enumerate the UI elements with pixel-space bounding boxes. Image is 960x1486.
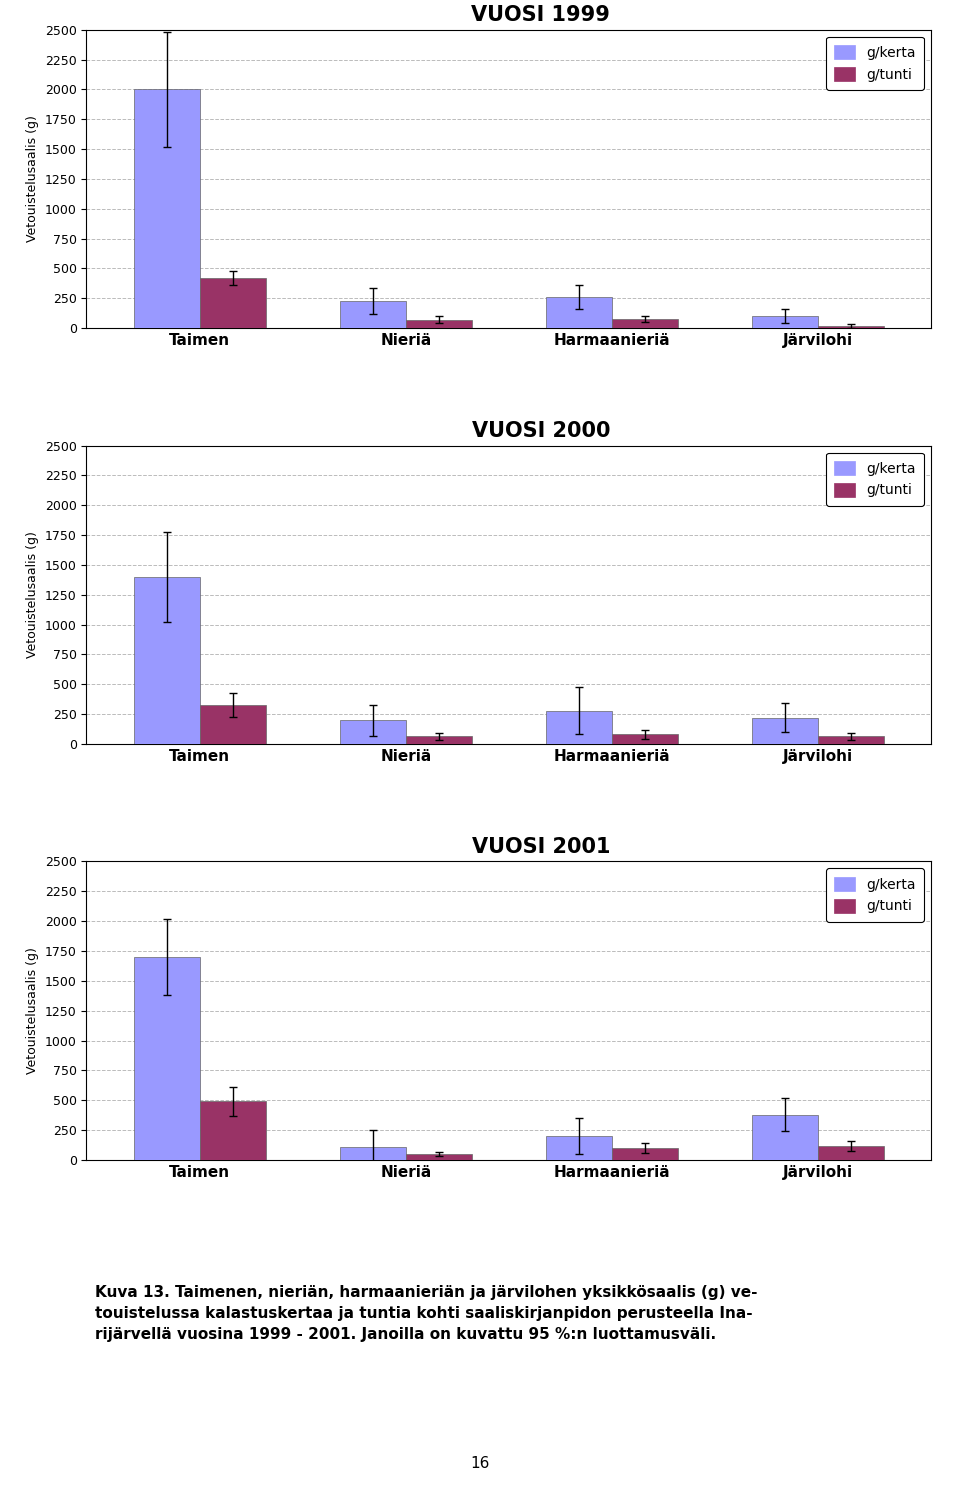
Bar <box>340 300 406 328</box>
Bar <box>133 957 200 1161</box>
Y-axis label: Vetouistelusaalis (g): Vetouistelusaalis (g) <box>26 947 39 1074</box>
Bar <box>133 577 200 744</box>
Bar <box>612 319 678 328</box>
Text: 16: 16 <box>470 1456 490 1471</box>
Bar <box>200 704 266 744</box>
Bar <box>752 317 818 328</box>
Bar <box>546 297 612 328</box>
Bar <box>200 278 266 328</box>
Text: VUOSI 2001: VUOSI 2001 <box>471 837 611 857</box>
Legend: g/kerta, g/tunti: g/kerta, g/tunti <box>827 868 924 921</box>
Bar <box>818 1146 884 1161</box>
Bar <box>752 718 818 744</box>
Bar <box>406 736 471 744</box>
Bar <box>133 89 200 328</box>
Bar <box>818 325 884 328</box>
Bar <box>546 710 612 744</box>
Y-axis label: Vetouistelusaalis (g): Vetouistelusaalis (g) <box>26 116 39 242</box>
Text: VUOSI 2000: VUOSI 2000 <box>471 421 611 441</box>
Bar <box>752 1114 818 1161</box>
Bar <box>406 319 471 328</box>
Bar <box>818 736 884 744</box>
Bar <box>612 1149 678 1161</box>
Bar <box>200 1101 266 1161</box>
Bar <box>340 721 406 744</box>
Y-axis label: Vetouistelusaalis (g): Vetouistelusaalis (g) <box>26 532 39 658</box>
Bar <box>612 734 678 744</box>
Text: Kuva 13. Taimenen, nieriän, harmaanieriän ja järvilohen yksikkösaalis (g) ve-
to: Kuva 13. Taimenen, nieriän, harmaanieriä… <box>95 1285 757 1342</box>
Bar <box>406 1155 471 1161</box>
Legend: g/kerta, g/tunti: g/kerta, g/tunti <box>827 453 924 505</box>
Bar <box>546 1135 612 1161</box>
Text: VUOSI 1999: VUOSI 1999 <box>471 6 611 25</box>
Bar <box>340 1147 406 1161</box>
Legend: g/kerta, g/tunti: g/kerta, g/tunti <box>827 37 924 89</box>
